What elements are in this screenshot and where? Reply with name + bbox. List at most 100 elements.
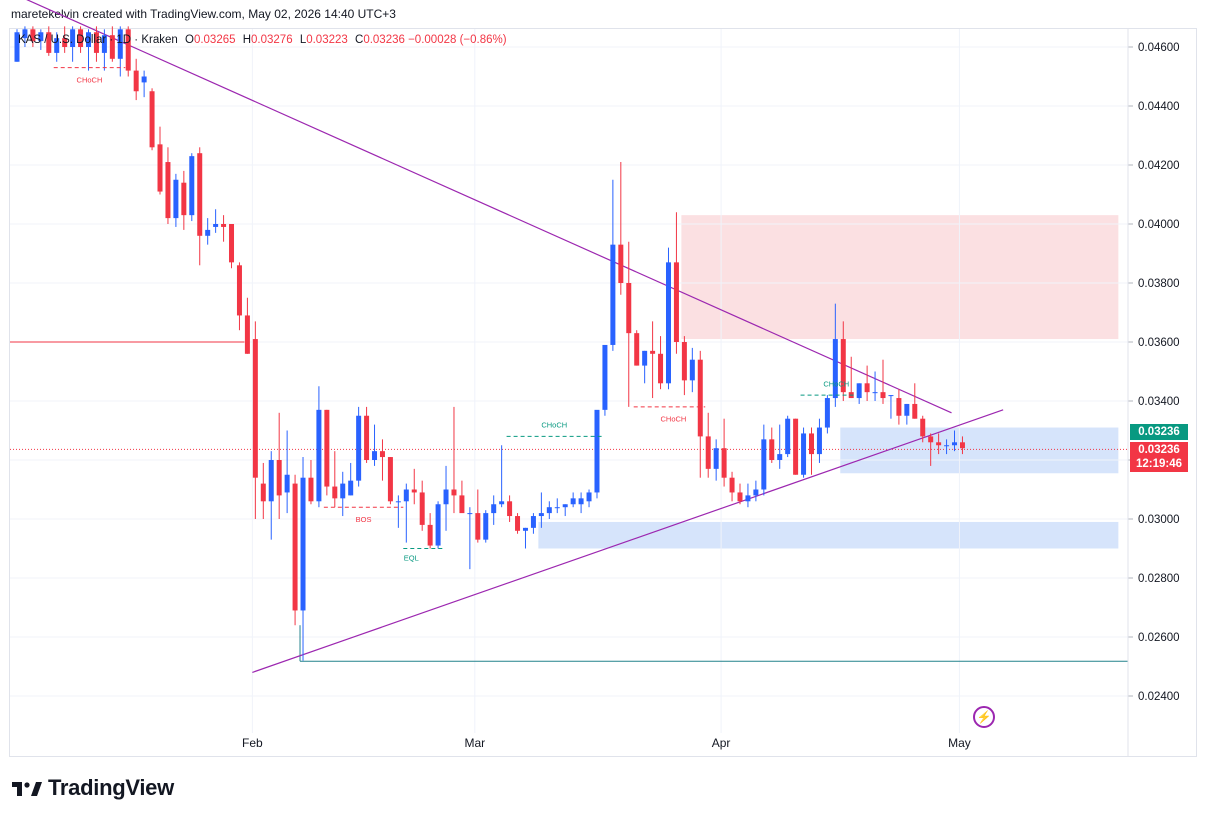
candle-body: [54, 38, 60, 53]
candle: [856, 383, 862, 404]
tradingview-logo-icon: [12, 782, 42, 796]
candle: [642, 350, 648, 384]
candle: [475, 489, 481, 543]
y-tick-label: 0.02800: [1138, 573, 1180, 585]
candle-body: [618, 244, 624, 283]
legend-high: 0.03276: [251, 34, 293, 46]
x-tick-label: May: [948, 736, 971, 750]
candle: [777, 424, 783, 469]
candle: [729, 471, 735, 502]
candle-body: [522, 527, 528, 531]
y-tick-label: 0.02600: [1138, 632, 1180, 644]
candle: [824, 395, 830, 434]
ascending-trendline: [252, 409, 1004, 673]
candle-body: [880, 392, 886, 399]
candle-body: [959, 442, 965, 449]
bar-countdown: 12:19:46: [1135, 458, 1183, 470]
candle: [459, 480, 465, 514]
candle: [912, 383, 918, 419]
candle-body: [475, 513, 481, 540]
candle-body: [38, 32, 44, 42]
candle: [427, 513, 433, 549]
tradingview-logo[interactable]: TradingView: [12, 775, 174, 801]
candle-body: [721, 448, 727, 478]
candle-body: [777, 454, 783, 460]
candle-body: [356, 415, 362, 481]
candle-body: [602, 344, 608, 410]
candle-body: [62, 38, 68, 47]
legend-close: 0.03236: [363, 34, 405, 46]
candle: [499, 445, 505, 508]
candle-body: [491, 504, 497, 514]
candle: [626, 241, 632, 407]
candle: [332, 451, 338, 508]
candle-body: [689, 359, 695, 381]
candle-body: [673, 262, 679, 342]
current-price-value: 0.03236: [1138, 444, 1180, 456]
candle: [443, 465, 449, 531]
candle-body: [507, 501, 513, 517]
candle: [530, 513, 536, 534]
symbol-legend[interactable]: KAS / U.S. Dollar · 1D · Kraken O0.03265…: [18, 34, 507, 46]
candle-body: [626, 283, 632, 334]
candle-body: [944, 445, 950, 447]
candle-body: [793, 418, 799, 475]
candle-body: [499, 501, 505, 505]
candle-body: [229, 224, 235, 263]
candle-body: [658, 353, 664, 384]
candle: [435, 501, 441, 549]
candle: [379, 439, 385, 481]
flash-icon[interactable]: ⚡: [973, 706, 995, 728]
candle: [149, 88, 155, 151]
candle: [30, 26, 36, 47]
candle-body: [260, 483, 266, 502]
candle-body: [809, 433, 814, 455]
candle: [952, 430, 958, 452]
candle: [86, 29, 92, 71]
candle: [276, 412, 282, 519]
candle-body: [411, 489, 417, 493]
candle: [769, 427, 775, 463]
candle-body: [292, 483, 298, 611]
candle: [236, 262, 242, 331]
candle: [944, 439, 950, 455]
candle-body: [284, 474, 290, 493]
candle-body: [133, 70, 139, 92]
candle: [665, 247, 671, 390]
candle-body: [816, 427, 822, 455]
chart-frame: [9, 28, 1197, 757]
candle-body: [824, 398, 830, 428]
candle: [753, 480, 759, 502]
candle-body: [117, 29, 123, 59]
candle: [904, 403, 910, 425]
y-tick-label: 0.04400: [1138, 101, 1180, 113]
candle: [554, 498, 560, 514]
candle-body: [427, 524, 433, 546]
candle: [928, 433, 934, 466]
candle: [419, 480, 425, 531]
candle-body: [236, 265, 242, 316]
candle: [618, 162, 624, 295]
demand-zone-1: [840, 427, 1119, 474]
candle: [387, 457, 393, 505]
y-tick-label: 0.03800: [1138, 278, 1180, 290]
candle: [165, 147, 171, 224]
candle-body: [920, 418, 926, 437]
candle: [705, 412, 711, 478]
candle: [141, 70, 147, 98]
legend-low: 0.03223: [306, 34, 348, 46]
candle-body: [483, 513, 489, 540]
candle-body: [435, 504, 441, 546]
candle-body: [753, 489, 759, 496]
candle: [189, 153, 195, 222]
candle: [300, 457, 306, 661]
y-tick-label: 0.04000: [1138, 219, 1180, 231]
candle: [268, 451, 274, 540]
candle-body: [30, 29, 36, 42]
candle: [832, 303, 838, 407]
candle-body: [372, 451, 378, 460]
candle-body: [22, 29, 28, 39]
candle-body: [785, 418, 791, 455]
candle-body: [308, 477, 314, 502]
